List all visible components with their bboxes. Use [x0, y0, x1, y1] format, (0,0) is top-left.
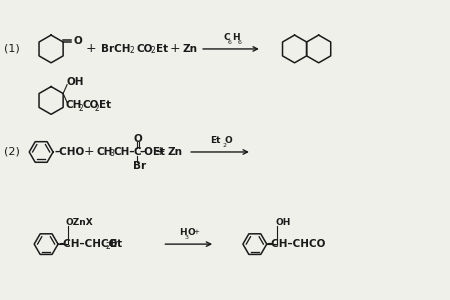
Text: +: +: [194, 229, 199, 235]
Text: C: C: [134, 147, 141, 157]
Text: 2: 2: [106, 242, 111, 250]
Text: O: O: [225, 136, 233, 145]
Text: (1): (1): [4, 44, 20, 54]
Text: CO: CO: [136, 44, 153, 54]
Text: CO: CO: [82, 100, 99, 110]
Text: Br: Br: [133, 161, 146, 171]
Text: CH: CH: [65, 100, 81, 110]
Text: –OEt: –OEt: [140, 147, 166, 157]
Text: –CH–CHCO: –CH–CHCO: [267, 239, 326, 249]
Text: OH: OH: [276, 218, 291, 227]
Text: Et: Et: [210, 136, 220, 145]
Text: O: O: [134, 134, 142, 144]
Text: 6: 6: [238, 40, 242, 45]
Text: Et: Et: [110, 239, 122, 249]
Text: +: +: [86, 42, 96, 56]
Text: 2: 2: [95, 104, 100, 113]
Text: –CH–CHCO: –CH–CHCO: [58, 239, 117, 249]
Text: O: O: [188, 228, 195, 237]
Text: 2: 2: [130, 46, 135, 56]
Text: Et: Et: [157, 44, 169, 54]
Text: 2: 2: [222, 143, 226, 148]
Text: Zn: Zn: [167, 147, 182, 157]
Text: OH: OH: [66, 76, 84, 87]
Text: H: H: [232, 33, 239, 42]
Text: BrCH: BrCH: [101, 44, 130, 54]
Text: +: +: [84, 146, 94, 158]
Text: H: H: [179, 228, 186, 237]
Text: 3: 3: [110, 149, 115, 158]
Text: 3: 3: [185, 235, 189, 240]
Text: O: O: [73, 36, 82, 46]
Text: C: C: [223, 33, 230, 42]
Text: 2: 2: [150, 46, 155, 56]
Text: OZnX: OZnX: [66, 218, 94, 227]
Text: Et: Et: [99, 100, 111, 110]
Text: +: +: [170, 42, 180, 56]
Text: (2): (2): [4, 147, 20, 157]
Text: CH–: CH–: [114, 147, 135, 157]
Text: 6: 6: [228, 40, 232, 45]
Text: –CHO: –CHO: [54, 147, 84, 157]
Text: 2: 2: [78, 104, 83, 113]
Text: Zn: Zn: [182, 44, 197, 54]
Text: CH: CH: [97, 147, 113, 157]
Text: +: +: [155, 146, 166, 158]
